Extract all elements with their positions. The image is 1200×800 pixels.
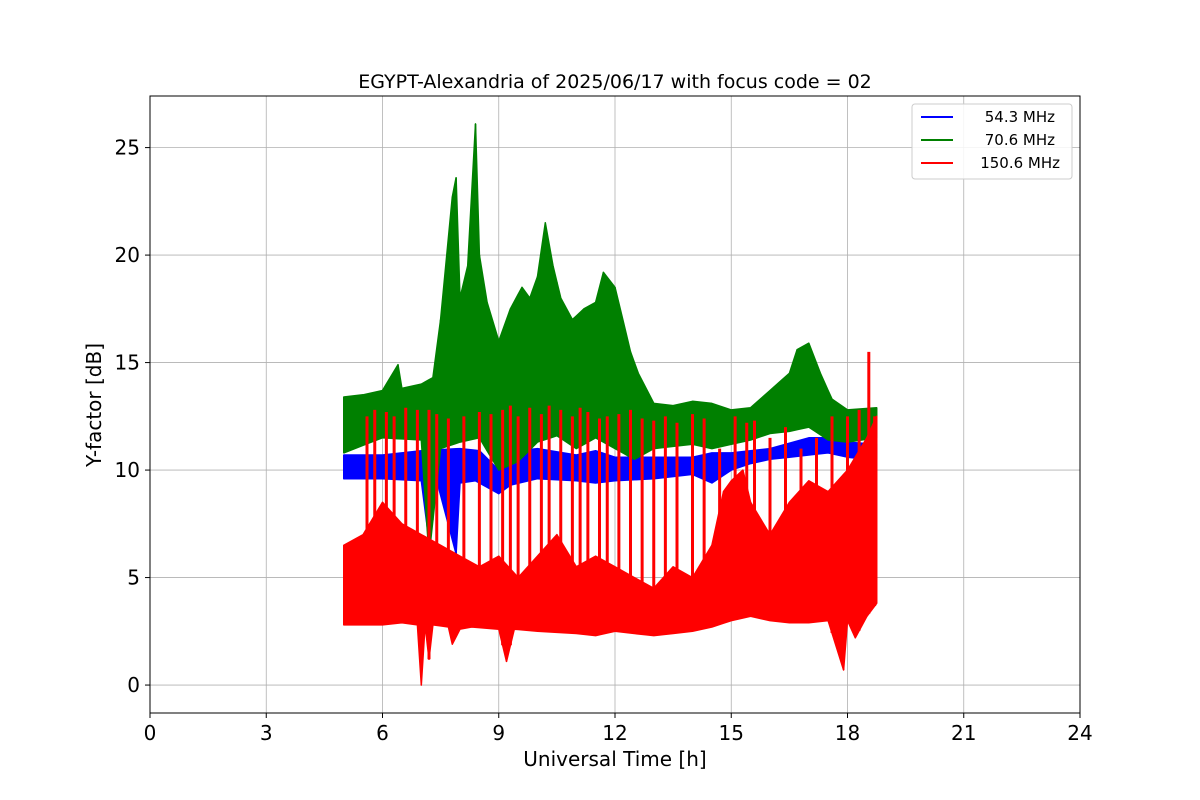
x-tick-label: 6 [376, 721, 389, 745]
series-group [343, 123, 878, 686]
legend-label-70: 70.6 MHz [985, 131, 1055, 149]
x-tick-label: 15 [719, 721, 744, 745]
y-tick-label: 25 [115, 136, 140, 160]
y-tick-label: 15 [115, 351, 140, 375]
x-tick-label: 3 [260, 721, 273, 745]
x-axis: 0 3 6 9 12 15 18 21 24 [144, 713, 1093, 745]
x-tick-label: 0 [144, 721, 157, 745]
legend-box [911, 103, 1073, 180]
legend-label-150: 150.6 MHz [980, 154, 1060, 172]
x-tick-label: 18 [835, 721, 860, 745]
y-tick-label: 0 [127, 673, 140, 697]
y-tick-label: 20 [115, 243, 140, 267]
x-tick-label: 24 [1067, 721, 1092, 745]
y-tick-label: 10 [115, 458, 140, 482]
y-tick-label: 5 [127, 566, 140, 590]
chart-title: EGYPT-Alexandria of 2025/06/17 with focu… [358, 71, 872, 93]
x-tick-label: 21 [951, 721, 976, 745]
legend-label-54: 54.3 MHz [985, 108, 1055, 126]
x-tick-label: 9 [492, 721, 505, 745]
y-axis-label: Y-factor [dB] [82, 343, 106, 468]
x-axis-label: Universal Time [h] [523, 747, 706, 771]
x-tick-label: 12 [602, 721, 627, 745]
legend: 54.3 MHz 70.6 MHz 150.6 MHz [911, 103, 1073, 180]
series-2 [343, 351, 878, 686]
y-axis: 0 5 10 15 20 25 [115, 136, 150, 697]
